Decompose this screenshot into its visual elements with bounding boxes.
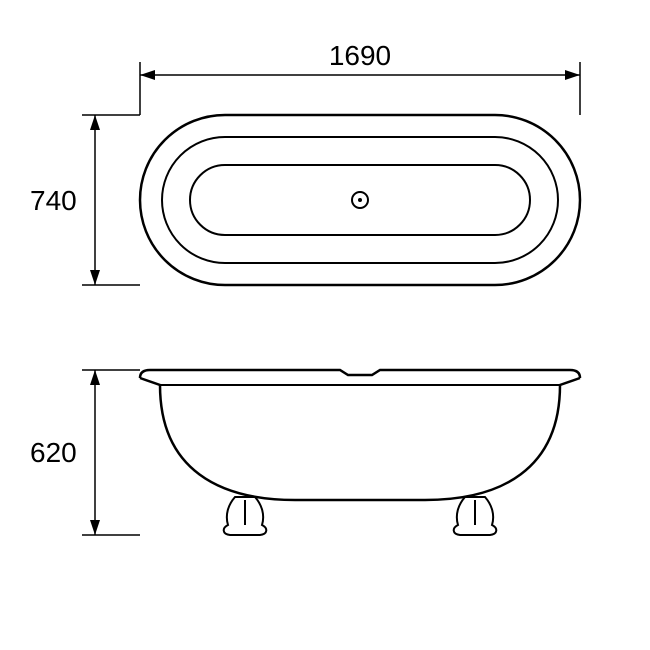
dimension-height: 620 xyxy=(30,370,140,535)
drain-center-icon xyxy=(358,198,362,202)
side-view xyxy=(140,370,580,535)
tub-body-side xyxy=(140,378,580,500)
top-view xyxy=(140,115,580,285)
dimension-length: 1690 xyxy=(140,40,580,115)
tub-foot-left xyxy=(224,497,267,535)
dimension-width-label: 740 xyxy=(30,185,77,216)
tub-rim-top xyxy=(140,370,580,378)
dimension-length-label: 1690 xyxy=(329,40,391,71)
tub-foot-right xyxy=(454,497,497,535)
dimension-width: 740 xyxy=(30,115,140,285)
diagram-svg: 1690 740 620 xyxy=(0,0,650,650)
dimension-height-label: 620 xyxy=(30,437,77,468)
